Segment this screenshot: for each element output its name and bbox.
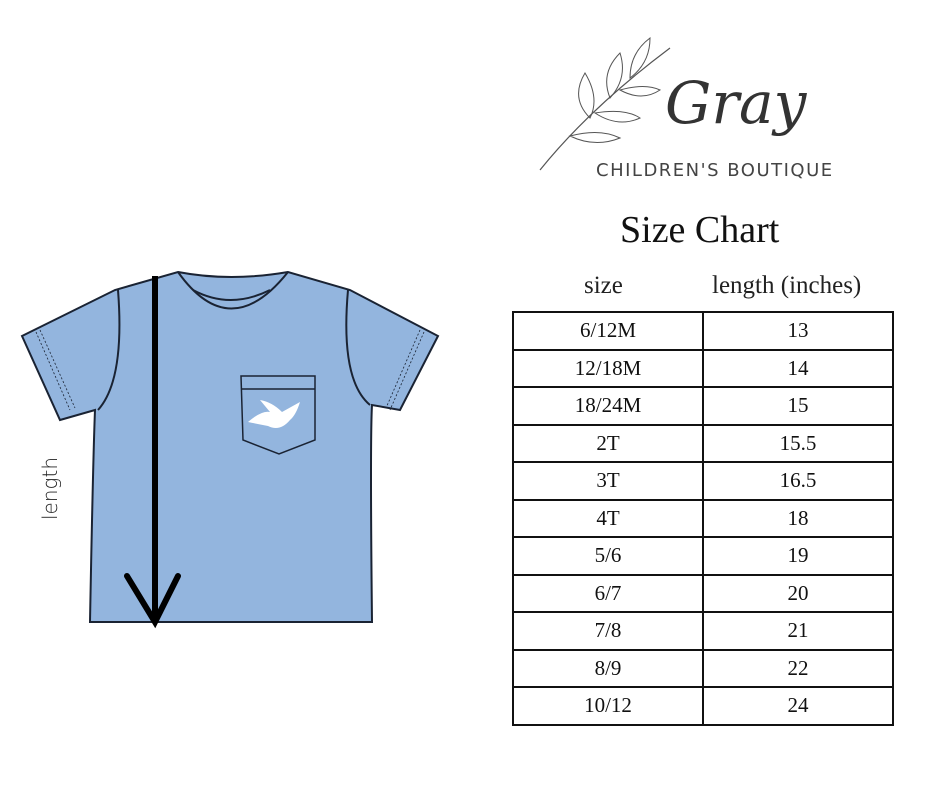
tshirt-illustration [20,270,440,629]
table-row: 6/7 20 [512,573,894,613]
length-cell: 18 [702,498,894,538]
table-row: 3T 16.5 [512,461,894,501]
table-row: 8/9 22 [512,648,894,688]
length-cell: 13 [702,311,894,351]
length-cell: 19 [702,536,894,576]
table-row: 2T 15.5 [512,423,894,463]
table-row: 10/12 24 [512,686,894,726]
table-row: 5/6 19 [512,536,894,576]
chart-title: Size Chart [620,209,780,251]
size-cell: 5/6 [512,536,704,576]
table-row: 12/18M 14 [512,348,894,388]
header-size: size [584,272,623,299]
length-cell: 20 [702,573,894,613]
table-row: 4T 18 [512,498,894,538]
length-label: length [38,456,62,520]
size-cell: 12/18M [512,348,704,388]
size-cell: 7/8 [512,611,704,651]
size-cell: 8/9 [512,648,704,688]
length-cell: 14 [702,348,894,388]
size-cell: 2T [512,423,704,463]
length-cell: 24 [702,686,894,726]
table-row: 6/12M 13 [512,311,894,351]
size-cell: 3T [512,461,704,501]
leaf-logo: Gray [539,36,808,171]
length-cell: 21 [702,611,894,651]
size-cell: 18/24M [512,386,704,426]
length-cell: 15.5 [702,423,894,463]
length-cell: 15 [702,386,894,426]
table-row: 7/8 21 [512,611,894,651]
size-cell: 6/7 [512,573,704,613]
size-cell: 4T [512,498,704,538]
length-cell: 16.5 [702,461,894,501]
table-row: 18/24M 15 [512,386,894,426]
bird-icon [248,400,300,428]
brand-subtitle: CHILDREN'S BOUTIQUE [596,160,834,181]
size-cell: 6/12M [512,311,704,351]
brand-name: Gray [665,69,808,137]
header-length: length (inches) [712,272,862,299]
size-cell: 10/12 [512,686,704,726]
length-cell: 22 [702,648,894,688]
size-table: 6/12M 13 12/18M 14 18/24M 15 2T 15.5 3T 16.5 4T 18 5… [512,311,894,726]
